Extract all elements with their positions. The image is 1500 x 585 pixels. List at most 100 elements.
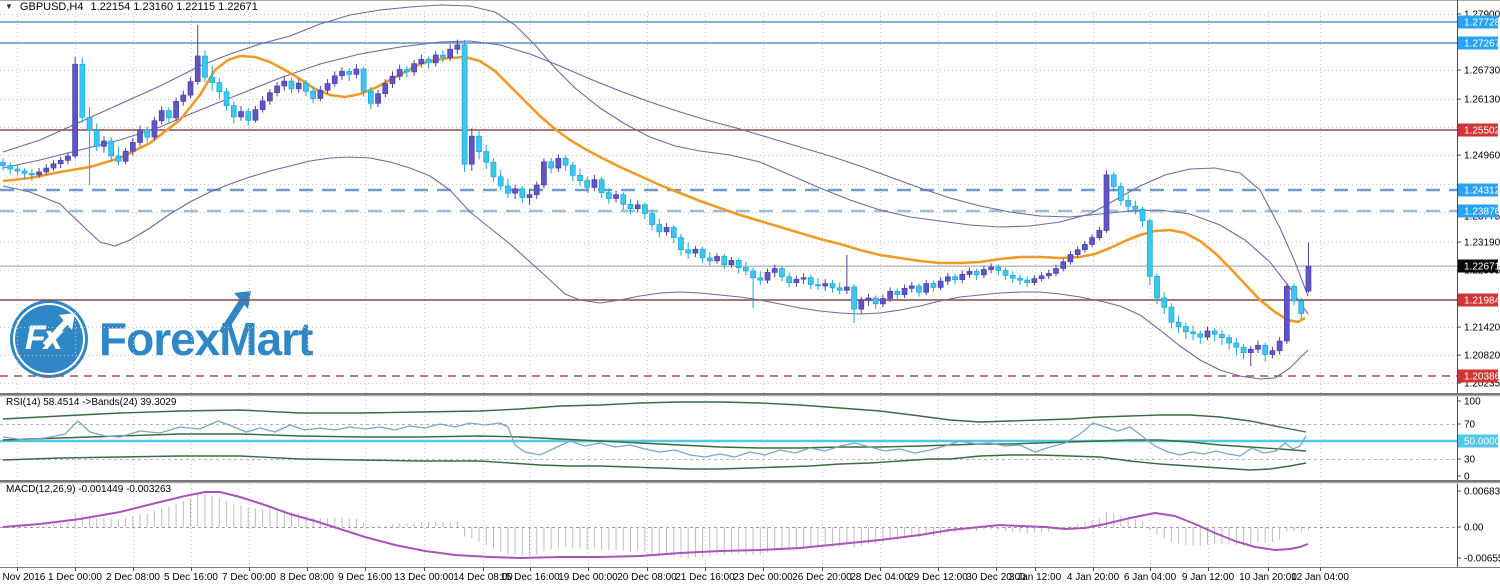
candle-body: [728, 259, 735, 266]
arrow-up-right-icon: [42, 313, 75, 348]
candle-body: [966, 271, 973, 275]
rsi-indicator-label: RSI(14) 58.4514 ->Bands(24) 39.3029: [6, 397, 177, 408]
candle-body: [108, 140, 115, 157]
candle-body: [245, 111, 252, 121]
price-badge-label: 1.27728: [1464, 18, 1500, 29]
rsi-badge-label: 50.0000: [1464, 437, 1500, 448]
candle-body: [72, 63, 78, 157]
candle-body: [656, 224, 663, 233]
candle-body: [613, 194, 619, 199]
candle-body: [569, 164, 576, 176]
candle-body: [1161, 297, 1168, 308]
candle-body: [1125, 200, 1132, 207]
time-label: 20 Dec 08:00: [617, 572, 677, 583]
candle-body: [1017, 277, 1023, 281]
candle-body: [815, 284, 821, 287]
candle-body: [1132, 205, 1139, 210]
candle-body: [663, 227, 670, 233]
candle-body: [786, 276, 793, 283]
candle-body: [908, 285, 915, 289]
candle-body: [714, 256, 720, 262]
price-levels: [0, 21, 1457, 377]
time-label: 9 Jan 12:00: [1182, 572, 1235, 583]
candle-body: [952, 276, 958, 281]
candle-body: [274, 85, 280, 94]
candle-body: [779, 268, 785, 278]
time-label: 7 Dec 00:00: [222, 572, 276, 583]
candle-body: [295, 82, 302, 90]
candle-body: [793, 278, 800, 283]
macd-panel: [0, 491, 1457, 559]
candle-body: [757, 277, 764, 281]
candle-body: [706, 257, 713, 262]
symbol-dropdown-icon[interactable]: ▼: [5, 2, 13, 11]
candle-body: [317, 89, 324, 99]
rsi-tick-label: 30: [1464, 455, 1476, 466]
candle-body: [331, 75, 338, 84]
price-badge: [1458, 183, 1498, 197]
candle-body: [1031, 278, 1038, 283]
rsi-tick-label: 100: [1464, 397, 1481, 408]
candle-body: [988, 266, 994, 270]
candle-body: [476, 135, 482, 152]
candle-body: [1233, 342, 1240, 348]
candle-body: [288, 80, 295, 90]
candle-body: [1219, 333, 1225, 338]
price-badge: [1458, 204, 1498, 218]
candle-body: [1276, 340, 1283, 352]
candle-body: [1204, 330, 1211, 338]
candle-body: [1096, 230, 1103, 238]
candle-body: [79, 63, 86, 118]
candle-body: [389, 75, 396, 84]
rsi-band-lower: [2, 454, 1307, 471]
candle-body: [1182, 326, 1189, 333]
candle-body: [93, 130, 100, 147]
candle-body: [238, 111, 244, 118]
candle-body: [1038, 275, 1045, 280]
candle-body: [1139, 208, 1146, 222]
candle-body: [230, 105, 237, 118]
time-label: 14 Dec 08:00: [453, 572, 513, 583]
price-badge: [1458, 259, 1498, 273]
candle-body: [844, 286, 850, 291]
time-label: 29 Dec 12:00: [908, 572, 968, 583]
time-label: 10 Jan 20:00: [1239, 572, 1297, 583]
candle-body: [743, 267, 749, 272]
candle-body: [649, 213, 655, 225]
rsi-badge: [1458, 434, 1498, 448]
price-badge-label: 1.22671: [1464, 262, 1500, 273]
candle-body: [771, 268, 778, 273]
candle-body: [404, 69, 410, 73]
candle-body: [129, 142, 136, 152]
macd-tick-label: 0.00: [1464, 523, 1484, 534]
candle-body: [353, 68, 360, 75]
candle-body: [880, 298, 886, 305]
candle-body: [151, 120, 158, 138]
rsi-line: [2, 420, 1307, 458]
price-badge-label: 1.25502: [1464, 126, 1500, 137]
candle-body: [396, 69, 403, 77]
candle-body: [721, 256, 728, 266]
candle-body: [1269, 350, 1276, 355]
time-label: 5 Dec 16:00: [164, 572, 218, 583]
candle-body: [86, 116, 93, 131]
candle-body: [1067, 254, 1074, 263]
price-badge: [1458, 123, 1498, 137]
symbol-header[interactable]: ▼ GBPUSD,H4 1.22154 1.23160 1.22115 1.22…: [5, 1, 258, 13]
candle-body: [7, 165, 14, 170]
price-badge: [1458, 293, 1498, 307]
candle-body: [1118, 186, 1124, 201]
candle-body: [1298, 300, 1305, 314]
candle-body: [1103, 174, 1110, 231]
time-label: 15 Dec 16:00: [500, 572, 560, 583]
candle-body: [1291, 286, 1297, 302]
price-tick-label: 1.26730: [1464, 66, 1500, 77]
candle-body: [1226, 337, 1232, 344]
price-badge: [1458, 36, 1498, 50]
time-label: 19 Dec 00:00: [558, 572, 618, 583]
fx-monogram: Fx: [25, 319, 63, 357]
time-label: 2 Dec 08:00: [106, 572, 160, 583]
